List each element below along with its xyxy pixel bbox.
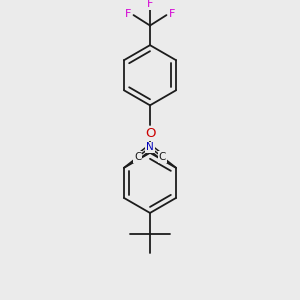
Text: F: F	[169, 8, 175, 19]
Text: F: F	[125, 8, 131, 19]
Text: C: C	[159, 152, 166, 162]
Text: N: N	[146, 142, 154, 152]
Text: N: N	[146, 142, 154, 152]
Text: F: F	[147, 0, 153, 9]
Text: O: O	[145, 127, 155, 140]
Text: C: C	[134, 152, 141, 162]
